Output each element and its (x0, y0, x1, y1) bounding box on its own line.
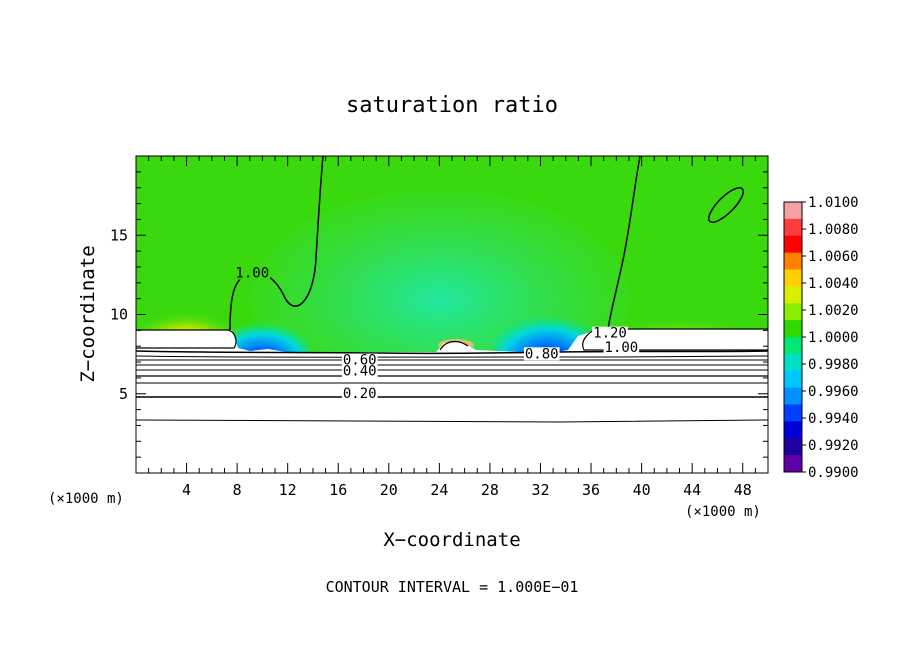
x-tick-label: 48 (734, 481, 752, 499)
colorbar-tick-label: 1.0100 (808, 195, 859, 211)
y-tick-label: 5 (119, 385, 128, 403)
colorbar-swatch (784, 320, 802, 338)
contour-label: 1.00 (605, 340, 639, 356)
colorbar-swatch (784, 421, 802, 439)
colorbar-tick-label: 1.0040 (808, 276, 859, 292)
contour-labels: 1.001.201.000.800.600.400.20 (234, 265, 640, 402)
x-tick-label: 16 (329, 481, 347, 499)
contour-1.00-left (229, 156, 324, 331)
colorbar-tick-label: 1.0060 (808, 249, 859, 265)
chart-title: saturation ratio (346, 93, 558, 118)
contour-label-bg (603, 340, 640, 354)
colorbar-swatch (784, 218, 802, 237)
contour-label-bg (523, 347, 560, 361)
x-tick-label: 36 (582, 481, 600, 499)
contour-label: 0.40 (343, 364, 377, 380)
colorbar-swatch (784, 269, 802, 287)
x-tick-label: 12 (279, 481, 297, 499)
colorbar: 1.0100 1.0080 1.0060 1.0040 1.0020 1.0000 0.99… (783, 195, 859, 481)
x-axis-label: X−coordinate (383, 529, 520, 551)
contour-mid-bump (439, 340, 469, 351)
plot-area (136, 156, 768, 473)
contour-label: 0.60 (343, 353, 377, 369)
contour-label: 1.00 (235, 265, 269, 281)
contour-level (136, 419, 768, 423)
colorbar-tick-label: 0.9940 (808, 411, 859, 427)
colorbar-swatch (784, 353, 802, 372)
colorbar-swatch (784, 202, 802, 220)
colorbar-tick-label: 0.9920 (808, 438, 859, 454)
x-tick-label: 32 (531, 481, 549, 499)
contour-label: 0.80 (525, 346, 559, 362)
x-tick-label: 20 (380, 481, 398, 499)
contour-label: 0.20 (343, 386, 377, 402)
contour-interval-note: CONTOUR INTERVAL = 1.000E−01 (326, 578, 579, 596)
colorbar-tick-label: 0.9980 (808, 357, 859, 373)
contour-1.00-right (607, 156, 641, 330)
colorbar-swatch (784, 337, 802, 355)
contour-label: 1.20 (593, 326, 627, 342)
x-tick-label: 44 (683, 481, 701, 499)
contour-1.00-island (708, 187, 744, 223)
colorbar-tick-label: 1.0000 (808, 330, 859, 346)
contour-label-bg (341, 353, 378, 367)
colorbar-tick-label: 0.9900 (808, 465, 859, 481)
contour-label-bg (234, 266, 271, 280)
contour-label-bg (341, 364, 378, 378)
x-unit-left: (×1000 m) (48, 491, 124, 507)
contour-label-bg (341, 386, 378, 400)
colorbar-swatch (784, 370, 802, 389)
contour-0.20 (136, 396, 768, 399)
x-tick-label: 4 (182, 481, 191, 499)
x-tick-label: 8 (233, 481, 242, 499)
contour-0.80 (136, 355, 768, 358)
x-unit-right: (×1000 m) (685, 504, 761, 520)
x-axis: 4 8 12 16 20 24 28 32 36 40 44 48 (135, 156, 769, 499)
colorbar-swatch (784, 235, 802, 254)
colorbar-tick-label: 0.9960 (808, 384, 859, 400)
colorbar-swatch (784, 438, 802, 456)
y-axis: 5 10 15 (110, 155, 768, 474)
colorbar-swatch (784, 303, 802, 321)
y-tick-label: 10 (110, 306, 128, 324)
y-tick-label: 15 (110, 226, 128, 244)
colorbar-swatch (784, 286, 802, 304)
colorbar-swatch (784, 387, 802, 405)
colorbar-tick-label: 1.0020 (808, 303, 859, 319)
x-tick-label: 40 (633, 481, 651, 499)
contour-cloud-top-left (136, 329, 237, 349)
colorbar-swatch (784, 404, 802, 422)
colorbar-tick-label: 1.0080 (808, 222, 859, 238)
colorbar-swatch (784, 455, 802, 473)
contour-1.00 (136, 350, 768, 355)
contour-label-bg (592, 326, 628, 340)
y-axis-label: Z−coordinate (77, 245, 99, 382)
colorbar-swatch (784, 252, 802, 270)
x-tick-label: 28 (481, 481, 499, 499)
x-tick-label: 24 (430, 481, 448, 499)
